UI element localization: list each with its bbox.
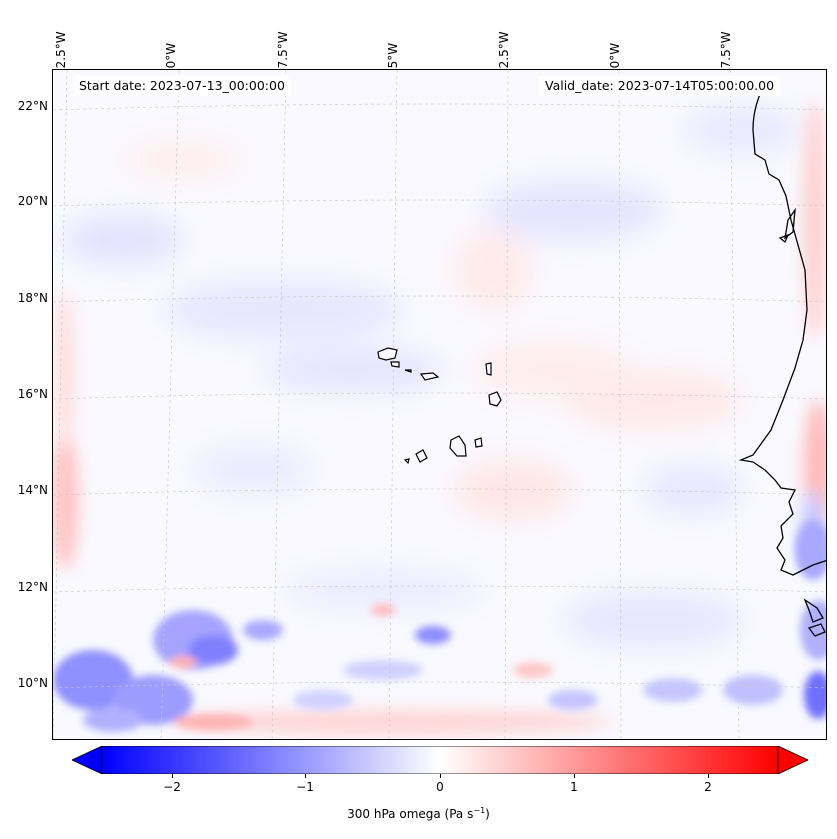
colorbar-units-exponent: −1 [473,806,486,815]
colorbar-variable: 300 hPa omega [347,807,441,821]
colorbar-tickmark [440,774,441,778]
lat-label-12n: 12°N [17,580,48,594]
valid-date-label: Valid_date: 2023-07-14T05:00:00.00 [539,76,781,96]
colorbar-tickmark [172,774,173,778]
colorbar-gradient [101,745,779,775]
colorbar-title: 300 hPa omega (Pa s−1) [347,806,490,821]
weak-anomalies [63,105,803,648]
lat-label-22n: 22°N [17,99,48,113]
colorbar-tick-label: −2 [163,780,181,794]
lat-label-16n: 16°N [17,387,48,401]
strong-features [53,520,826,732]
colorbar-units: Pa s [449,807,474,821]
cape-verde-islands [377,347,502,465]
colorbar-tickmark [574,774,575,778]
colorbar-tick-label: 0 [436,780,444,794]
lat-label-10n: 10°N [17,676,48,690]
edge-bands [53,100,826,734]
lat-label-20n: 20°N [17,194,48,208]
omega-field [53,70,826,739]
graticule [53,70,826,739]
coastline [738,91,826,637]
colorbar-tick-label: −1 [296,780,314,794]
map-panel[interactable] [52,69,827,740]
colorbar-extend-max [777,745,809,775]
colorbar [71,745,809,775]
colorbar-tick-label: 2 [704,780,712,794]
start-date-label: Start date: 2023-07-13_00:00:00 [73,76,291,96]
colorbar-extend-min [71,745,103,775]
colorbar-tickmark [708,774,709,778]
lat-label-18n: 18°N [17,291,48,305]
colorbar-tickmark [305,774,306,778]
lat-label-14n: 14°N [17,483,48,497]
colorbar-tick-label: 1 [570,780,578,794]
